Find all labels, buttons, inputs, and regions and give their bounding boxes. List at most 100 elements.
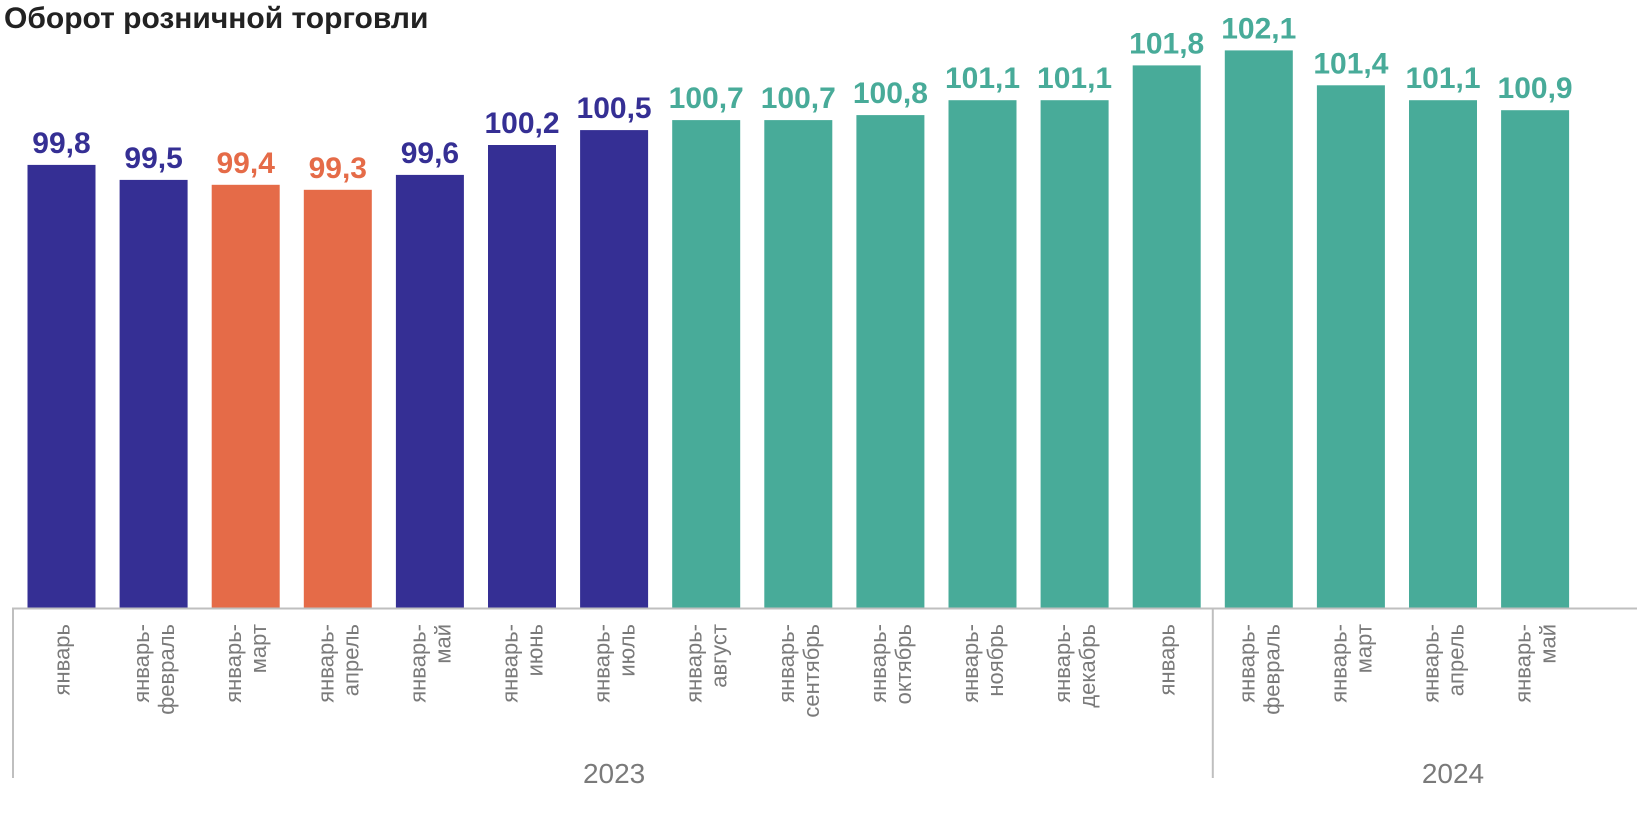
x-tick-line: январь- bbox=[1234, 624, 1259, 703]
x-tick-line: май bbox=[430, 624, 455, 664]
x-tick-text-5: январь-июнь bbox=[498, 624, 548, 703]
bar-value-label-11: 101,1 bbox=[1037, 62, 1112, 95]
x-tick-label-5: январь-июнь bbox=[498, 624, 548, 703]
x-tick-line: январь- bbox=[682, 624, 707, 703]
x-tick-label-4: январь-май bbox=[405, 624, 455, 703]
x-tick-line: январь- bbox=[129, 624, 154, 703]
bar-value-label-1: 99,5 bbox=[124, 142, 182, 175]
bar-value-label-6: 100,5 bbox=[577, 92, 652, 125]
x-tick-text-15: январь-апрель bbox=[1419, 624, 1469, 703]
x-tick-line: март bbox=[246, 624, 271, 673]
bar-value-label-7: 100,7 bbox=[669, 82, 744, 115]
bar-7 bbox=[672, 120, 741, 608]
x-tick-line: май bbox=[1536, 624, 1561, 664]
x-tick-text-4: январь-май bbox=[405, 624, 455, 703]
x-tick-line: январь bbox=[1155, 624, 1180, 695]
x-tick-line: январь- bbox=[958, 624, 983, 703]
x-tick-line: апрель bbox=[1444, 624, 1469, 696]
x-tick-label-10: январь-ноябрь bbox=[958, 624, 1008, 703]
year-label-2023: 2023 bbox=[583, 758, 645, 789]
x-tick-label-15: январь-апрель bbox=[1419, 624, 1469, 703]
bar-4 bbox=[395, 174, 464, 608]
x-tick-label-7: январь-август bbox=[682, 624, 732, 703]
x-tick-text-6: январь-июль bbox=[590, 624, 640, 703]
x-tick-text-9: январь-октябрь bbox=[866, 624, 916, 704]
bar-value-label-10: 101,1 bbox=[945, 62, 1020, 95]
bar-value-label-8: 100,7 bbox=[761, 82, 836, 115]
bar-value-label-15: 101,1 bbox=[1405, 62, 1480, 95]
x-tick-line: декабрь bbox=[1075, 624, 1100, 708]
bar-value-label-5: 100,2 bbox=[484, 107, 559, 140]
bar-10 bbox=[948, 100, 1017, 608]
x-tick-label-8: январь-сентябрь bbox=[774, 624, 824, 718]
x-tick-line: март bbox=[1351, 624, 1376, 673]
x-tick-label-12: январь bbox=[1155, 624, 1180, 695]
x-tick-text-10: январь-ноябрь bbox=[958, 624, 1008, 703]
x-tick-label-6: январь-июль bbox=[590, 624, 640, 703]
x-tick-line: апрель bbox=[338, 624, 363, 696]
bar-6 bbox=[580, 130, 649, 608]
year-label-2024: 2024 bbox=[1422, 758, 1484, 789]
bar-value-label-9: 100,8 bbox=[853, 77, 928, 110]
x-tick-label-3: январь-апрель bbox=[313, 624, 363, 703]
x-tick-text-2: январь-март bbox=[221, 624, 271, 703]
x-tick-line: сентябрь bbox=[799, 624, 824, 718]
x-tick-label-16: январь-май bbox=[1511, 624, 1561, 703]
bar-16 bbox=[1501, 110, 1570, 608]
x-tick-label-11: январь-декабрь bbox=[1050, 624, 1100, 708]
x-tick-label-2: январь-март bbox=[221, 624, 271, 703]
x-tick-text-12: январь bbox=[1155, 624, 1180, 695]
x-tick-line: июль bbox=[615, 624, 640, 677]
x-tick-line: январь- bbox=[774, 624, 799, 703]
x-tick-label-9: январь-октябрь bbox=[866, 624, 916, 704]
x-tick-line: октябрь bbox=[891, 624, 916, 704]
x-tick-line: январь- bbox=[405, 624, 430, 703]
x-tick-line: январь- bbox=[498, 624, 523, 703]
x-tick-label-1: январь-февраль bbox=[129, 624, 179, 715]
x-tick-text-0: январь bbox=[50, 624, 75, 695]
x-tick-text-3: январь-апрель bbox=[313, 624, 363, 703]
bar-15 bbox=[1409, 100, 1477, 608]
x-tick-text-11: январь-декабрь bbox=[1050, 624, 1100, 708]
x-tick-text-16: январь-май bbox=[1511, 624, 1561, 703]
x-tick-text-7: январь-август bbox=[682, 624, 732, 703]
x-tick-line: январь- bbox=[590, 624, 615, 703]
x-tick-text-14: январь-март bbox=[1326, 624, 1376, 703]
chart-title: Оборот розничной торговли bbox=[4, 2, 429, 35]
x-tick-line: январь- bbox=[313, 624, 338, 703]
bar-value-label-16: 100,9 bbox=[1498, 72, 1573, 105]
bar-11 bbox=[1040, 100, 1109, 608]
x-tick-line: январь- bbox=[866, 624, 891, 703]
bar-9 bbox=[856, 115, 925, 608]
x-tick-line: январь- bbox=[1419, 624, 1444, 703]
x-tick-text-8: январь-сентябрь bbox=[774, 624, 824, 718]
bar-0 bbox=[27, 164, 96, 608]
x-tick-line: январь- bbox=[221, 624, 246, 703]
x-tick-label-0: январь bbox=[50, 624, 75, 695]
bar-value-label-14: 101,4 bbox=[1313, 47, 1388, 80]
x-tick-text-1: январь-февраль bbox=[129, 624, 179, 715]
x-tick-label-13: январь-февраль bbox=[1234, 624, 1284, 715]
x-tick-line: январь- bbox=[1326, 624, 1351, 703]
bar-value-label-4: 99,6 bbox=[401, 137, 459, 170]
x-tick-text-13: январь-февраль bbox=[1234, 624, 1284, 715]
x-tick-line: февраль bbox=[154, 624, 179, 715]
bar-12 bbox=[1132, 65, 1201, 608]
bar-1 bbox=[119, 179, 188, 608]
x-tick-line: январь- bbox=[1050, 624, 1075, 703]
bar-13 bbox=[1224, 50, 1293, 608]
bar-value-label-12: 101,8 bbox=[1129, 27, 1204, 60]
bar-8 bbox=[764, 120, 833, 608]
x-tick-line: ноябрь bbox=[983, 624, 1008, 697]
x-tick-line: февраль bbox=[1259, 624, 1284, 715]
bar-5 bbox=[488, 145, 556, 608]
bar-value-label-0: 99,8 bbox=[32, 127, 90, 160]
bar-value-label-2: 99,4 bbox=[217, 147, 276, 180]
bar-value-label-13: 102,1 bbox=[1221, 12, 1296, 45]
x-tick-label-14: январь-март bbox=[1326, 624, 1376, 703]
bar-value-label-3: 99,3 bbox=[309, 152, 367, 185]
x-tick-line: январь- bbox=[1511, 624, 1536, 703]
x-tick-line: август bbox=[707, 624, 732, 688]
x-tick-line: январь bbox=[50, 624, 75, 695]
